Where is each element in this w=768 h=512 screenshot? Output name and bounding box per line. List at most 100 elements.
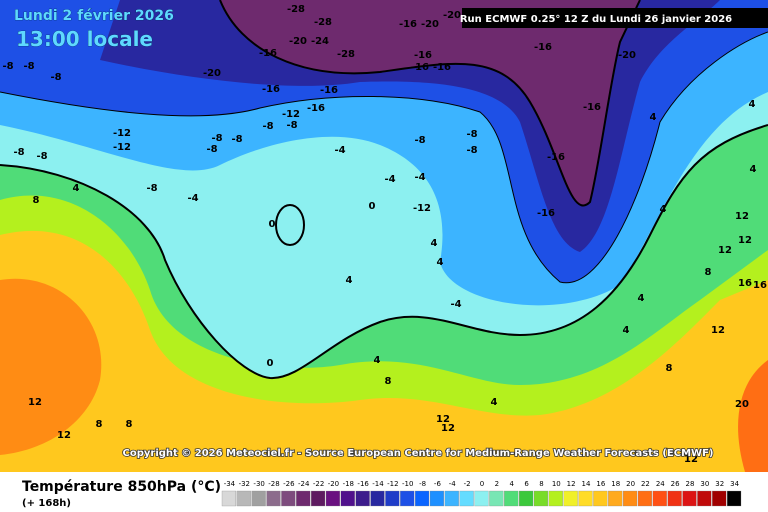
legend-swatch [251,490,266,507]
isotherm-label: -16 [262,84,280,95]
legend-swatch [726,490,742,507]
isotherm-label: 0 [369,201,376,212]
legend-label: -16 [357,480,369,488]
legend-swatch [444,490,459,507]
legend-label: -22 [313,480,324,488]
legend-swatch [489,490,504,507]
legend-label: -4 [449,480,457,488]
temperature-zone [0,278,102,455]
legend-label: -18 [343,480,354,488]
zero-isotherm [0,124,768,380]
map [0,0,768,472]
isotherm-label: -24 [311,36,329,47]
legend-label: 8 [539,480,543,488]
run-info: Run ECMWF 0.25° 12 Z du Lundi 26 janvier… [460,14,732,25]
isotherm-label: -16 [534,42,552,53]
isotherm-label: -4 [334,145,345,156]
legend-label: 0 [480,480,484,488]
legend-label: 18 [611,480,620,488]
isotherm-label: 16 [753,280,767,291]
isotherm-label: -8 [206,144,217,155]
isotherm-label: -8 [146,183,157,194]
legend-swatch [281,490,296,507]
isotherm-label: 8 [666,363,673,374]
legend-swatch [385,490,400,507]
isotherm-label: 4 [374,355,381,366]
isotherm-label: 0 [269,219,276,230]
legend-label: -32 [239,480,250,488]
isotherm-label: 12 [738,235,752,246]
legend-swatch [622,490,638,507]
legend-swatch [504,490,519,507]
isotherm-label: -16 [259,48,277,59]
temperature-zone [738,360,768,472]
isotherm-label: -16 [320,85,338,96]
legend-label: -28 [268,480,279,488]
lead-time: (+ 168h) [22,498,71,509]
isotherm-label: -16 [399,19,417,30]
isotherm-label: -4 [414,172,425,183]
legend-label: -8 [419,480,426,488]
isotherm-label: 0 [267,358,274,369]
legend-swatch [474,490,489,507]
legend-label: -12 [387,480,398,488]
isotherm-label: -8 [211,133,222,144]
map-title: Température 850hPa (°C) [22,479,221,495]
legend-label: 28 [686,480,695,488]
isotherm-label: 4 [437,257,444,268]
isotherm-label: 20 [735,399,749,410]
isotherm-label: -16 [414,50,432,61]
isotherm-label: 8 [705,267,712,278]
isotherm-label: 4 [749,99,756,110]
copyright: Copyright © 2026 Meteociel.fr - Source E… [123,448,714,459]
isotherm-label: -12 [113,128,131,139]
isotherm-label: 12 [28,397,42,408]
isotherm-label: -8 [466,145,477,156]
forecast-date: Lundi 2 février 2026 [14,8,174,24]
isotherm-label: -8 [262,121,273,132]
legend-swatch [578,490,593,507]
legend-label: -26 [283,480,295,488]
legend-swatch [697,490,712,507]
isotherm-label: -4 [450,299,461,310]
isotherm-label: 4 [638,293,645,304]
legend-swatch [236,490,251,507]
isotherm-label: 16 [738,278,752,289]
zero-isotherm [275,204,305,246]
isotherm-label: -8 [286,120,297,131]
legend-label: 30 [700,480,709,488]
isotherm-label: 12 [441,423,455,434]
isotherm-label: 12 [684,454,698,465]
legend-swatch [340,490,355,507]
legend-swatch [429,490,445,507]
legend-swatch [667,490,682,507]
legend-label: 32 [715,480,724,488]
legend-swatch [518,490,534,507]
legend-swatch [310,490,326,507]
isotherm-label: -8 [231,134,242,145]
isotherm-label: -8 [36,151,47,162]
legend-label: 34 [730,480,739,488]
isotherm-label: -16 [583,102,601,113]
legend-swatch [682,490,697,507]
legend-swatch [221,490,237,507]
isotherm-label: 4 [750,164,757,175]
legend-label: 26 [671,480,680,488]
isotherm-label: -20 [618,50,636,61]
isotherm-label: -16 [411,62,429,73]
legend-label: -14 [372,480,384,488]
isotherm-label: -20 [443,10,461,21]
isotherm-label: 12 [711,325,725,336]
legend-swatch [325,490,341,507]
isotherm-label: 4 [73,183,80,194]
isotherm-label: 12 [718,245,732,256]
isotherm-label: 8 [385,376,392,387]
isotherm-label: -20 [203,68,221,79]
isotherm-label: -12 [282,109,300,120]
legend-label: -34 [224,480,236,488]
legend-swatch [266,490,281,507]
legend-swatch [400,490,415,507]
isotherm-label: 12 [57,430,71,441]
map-labels: -28-28-20 -24-28-16 -20-20-16-16 -16-16-20-… [2,4,767,465]
